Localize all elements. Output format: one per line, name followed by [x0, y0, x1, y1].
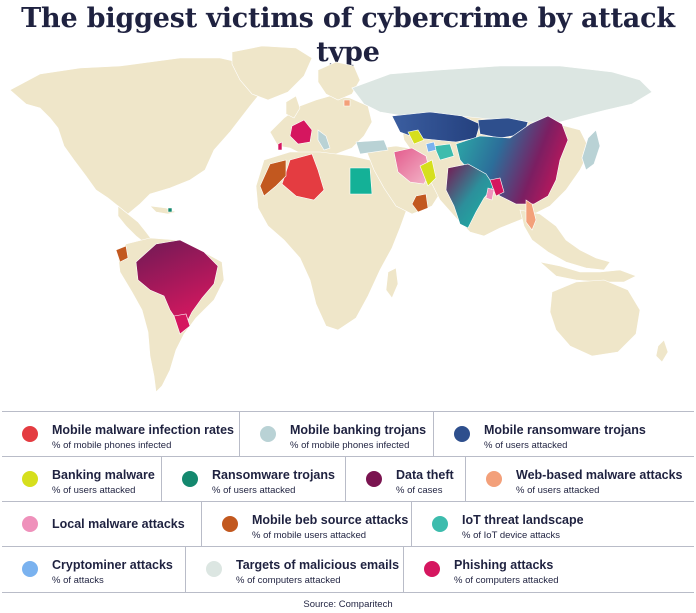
- legend-label: Mobile ransomware trojans: [484, 423, 646, 437]
- legend-label: Banking malware: [52, 468, 155, 482]
- legend-label: Mobile banking trojans: [290, 423, 427, 437]
- central-america: [117, 205, 153, 245]
- scandinavia: [317, 61, 361, 101]
- north-america: [9, 57, 269, 215]
- europe: [269, 95, 373, 157]
- legend-item-mobile-malware: Mobile malware infection rates % of mobi…: [2, 412, 240, 457]
- australia: [549, 279, 641, 357]
- turkey-highlight: [355, 139, 389, 155]
- legend-item-banking-malware: Banking malware % of users attacked: [2, 457, 162, 502]
- legend-item-mobile-banking: Mobile banking trojans % of mobile phone…: [240, 412, 434, 457]
- legend-item-malicious-emails: Targets of malicious emails % of compute…: [186, 547, 404, 592]
- brazil-highlight: [135, 239, 219, 329]
- legend-dot: [206, 561, 222, 577]
- legend-sublabel: % of users attacked: [484, 440, 568, 451]
- legend-sublabel: % of mobile users attacked: [252, 530, 367, 541]
- legend-label: Phishing attacks: [454, 558, 554, 572]
- greenland: [231, 45, 313, 101]
- legend-sublabel: % of mobile phones infected: [290, 440, 410, 451]
- india-highlight: [445, 163, 495, 229]
- new-zealand: [655, 339, 669, 363]
- world-map: [9, 45, 669, 393]
- legend-item-phishing: Phishing attacks % of computers attacked: [404, 547, 694, 592]
- uzbekistan-highlight: [419, 159, 437, 187]
- indonesia: [538, 261, 637, 283]
- legend-label: IoT threat landscape: [462, 513, 584, 527]
- legend-item-cryptominer: Cryptominer attacks % of attacks: [2, 547, 186, 592]
- ecuador-highlight: [115, 245, 129, 263]
- legend-item-iot-threat: IoT threat landscape % of IoT device att…: [412, 502, 694, 547]
- russia-highlight: [351, 65, 653, 123]
- legend-item-data-theft: Data theft % of cases: [346, 457, 466, 502]
- legend-label: Cryptominer attacks: [52, 558, 173, 572]
- page-title: The biggest victims of cybercrime by att…: [21, 3, 675, 68]
- legend-dot: [486, 471, 502, 487]
- legend-dot: [22, 471, 38, 487]
- legend-row-2: Banking malware % of users attacked Rans…: [2, 456, 694, 502]
- italy-highlight: [317, 129, 331, 151]
- legend-item-mobile-ransomware: Mobile ransomware trojans % of users att…: [434, 412, 694, 457]
- tajikistan-highlight: [425, 141, 437, 153]
- legend-dot: [222, 516, 238, 532]
- legend-sublabel: % of users attacked: [52, 485, 136, 496]
- dominican-highlight: [167, 207, 173, 213]
- legend-dot: [366, 471, 382, 487]
- legend-item-mobile-web-source: Mobile beb source attacks % of mobile us…: [202, 502, 412, 547]
- legend-dot: [454, 426, 470, 442]
- legend-row-4: Cryptominer attacks % of attacks Targets…: [2, 546, 694, 593]
- legend-label: Local malware attacks: [52, 517, 185, 531]
- legend-dot: [182, 471, 198, 487]
- legend-label: Mobile malware infection rates: [52, 423, 234, 437]
- caucasus-highlight: [407, 129, 425, 145]
- morocco-highlight: [259, 159, 287, 197]
- legend-label: Data theft: [396, 468, 454, 482]
- nepal-highlight: [485, 187, 495, 201]
- legend-dot: [22, 561, 38, 577]
- legend-sublabel: % of mobile phones infected: [52, 440, 172, 451]
- portugal-highlight: [277, 141, 283, 151]
- legend-label: Mobile beb source attacks: [252, 513, 409, 527]
- balkan-highlight: [343, 99, 351, 107]
- madagascar: [385, 267, 399, 299]
- legend-dot: [432, 516, 448, 532]
- legend-row-3: Local malware attacks Mobile beb source …: [2, 501, 694, 547]
- legend-sublabel: % of users attacked: [212, 485, 296, 496]
- legend-label: Targets of malicious emails: [236, 558, 400, 572]
- afghanistan-highlight: [433, 143, 455, 161]
- legend-item-local-malware: Local malware attacks: [2, 502, 202, 547]
- southeast-asia: [519, 209, 611, 271]
- source-credit: Source: Comparitech: [303, 599, 393, 610]
- paraguay-highlight: [173, 313, 191, 335]
- legend-sublabel: % of computers attacked: [236, 575, 341, 586]
- legend-label: Ransomware trojans: [212, 468, 335, 482]
- egypt-highlight: [349, 167, 373, 195]
- legend-sublabel: % of cases: [396, 485, 443, 496]
- legend-dot: [260, 426, 276, 442]
- uk: [285, 95, 301, 119]
- legend-row-1: Mobile malware infection rates % of mobi…: [2, 411, 694, 457]
- africa: [255, 151, 409, 331]
- legend-sublabel: % of computers attacked: [454, 575, 559, 586]
- legend-sublabel: % of users attacked: [516, 485, 600, 496]
- legend-item-ransomware: Ransomware trojans % of users attacked: [162, 457, 346, 502]
- vietnam-highlight: [525, 199, 537, 231]
- legend-sublabel: % of attacks: [52, 575, 104, 586]
- highlighted-countries: [115, 65, 653, 335]
- legend-label: Web-based malware attacks: [516, 468, 683, 482]
- algeria-highlight: [281, 153, 325, 201]
- legend-dot: [424, 561, 440, 577]
- japan-highlight: [581, 129, 601, 171]
- oman-highlight: [411, 193, 429, 213]
- legend-dot: [22, 516, 38, 532]
- france-highlight: [289, 119, 313, 145]
- legend-item-web-malware: Web-based malware attacks % of users att…: [466, 457, 694, 502]
- legend-dot: [22, 426, 38, 442]
- legend-sublabel: % of IoT device attacks: [462, 530, 561, 541]
